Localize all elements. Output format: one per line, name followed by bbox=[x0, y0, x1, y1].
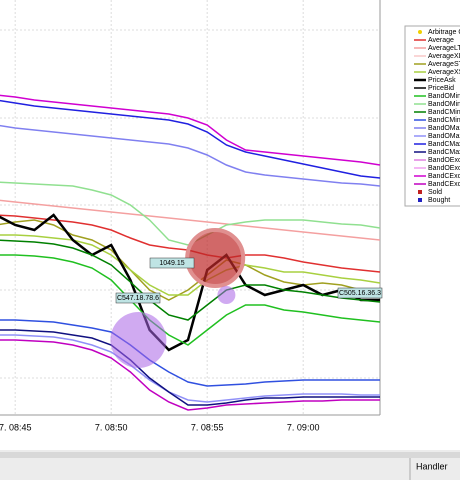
legend-label: AverageXS bbox=[428, 69, 460, 76]
series-line bbox=[0, 329, 380, 406]
legend-label: Arbitrage O bbox=[428, 29, 460, 36]
series-line bbox=[0, 239, 381, 321]
annotation: C505.16.36.3 bbox=[339, 290, 381, 297]
x-tick-label: 7. 08:50 bbox=[95, 422, 128, 432]
legend-label: BandOExcT bbox=[428, 157, 460, 164]
legend-label: PriceBid bbox=[428, 85, 454, 92]
legend-label: BandOMinE bbox=[428, 101, 460, 108]
series-line bbox=[0, 319, 380, 387]
legend-label: Average bbox=[428, 37, 454, 44]
series-line bbox=[0, 199, 381, 241]
series-line bbox=[0, 124, 381, 187]
legend-label: BandOExcE bbox=[428, 165, 460, 172]
legend-label: AverageXL bbox=[428, 53, 460, 60]
scrollbar bbox=[0, 452, 460, 458]
legend-label: BandCMinE bbox=[428, 117, 460, 124]
series-line bbox=[0, 94, 381, 166]
legend-label: BandCExcT bbox=[428, 173, 460, 180]
x-tick-label: 7. 08:55 bbox=[191, 422, 224, 432]
legend-label: BandCMaxT bbox=[428, 141, 460, 148]
legend-label: BandCMinT bbox=[428, 109, 460, 116]
series-line bbox=[0, 213, 380, 352]
legend-swatch bbox=[418, 198, 422, 202]
plot: 7. 08:45 7. 08:50 7. 08:55 7. 09:00 1049.15 C… bbox=[0, 0, 383, 432]
x-tick-label: 7. 08:45 bbox=[0, 422, 31, 432]
legend-swatch bbox=[418, 30, 422, 34]
legend-label: BandCMaxE bbox=[428, 149, 460, 156]
series-line bbox=[0, 219, 380, 301]
annotation: 1049.15 bbox=[159, 260, 184, 267]
annotation-box bbox=[337, 287, 383, 299]
legend-label: Bought bbox=[428, 197, 450, 204]
trade-marker bbox=[185, 228, 246, 288]
series-line bbox=[0, 181, 381, 246]
trade-marker bbox=[217, 286, 236, 304]
legend-label: Sold bbox=[428, 189, 442, 196]
legend-label: BandOMinT bbox=[428, 93, 460, 100]
legend-label: PriceAsk bbox=[428, 77, 456, 84]
legend-label: AverageST bbox=[428, 61, 460, 68]
trade-marker bbox=[110, 312, 167, 368]
legend-label: AverageLT bbox=[428, 45, 460, 52]
series-line bbox=[0, 334, 380, 403]
annotation-box bbox=[115, 292, 161, 304]
series-line bbox=[0, 254, 381, 346]
legend-swatch bbox=[418, 190, 422, 194]
series-line bbox=[0, 99, 381, 179]
legend-label: BandCExcE bbox=[428, 181, 460, 188]
series-line bbox=[0, 339, 380, 411]
series-line bbox=[0, 234, 381, 296]
annotation-box bbox=[149, 257, 195, 269]
legend-label: BandOMaxE bbox=[428, 133, 460, 140]
legend-label: BandOMaxT bbox=[428, 125, 460, 132]
panel-header: Handler bbox=[416, 461, 448, 471]
legend: Arbitrage OAverageAverageLTAverageXLAver… bbox=[414, 29, 460, 204]
annotation: C547.18.78.6 bbox=[117, 295, 159, 302]
x-tick-label: 7. 09:00 bbox=[287, 422, 320, 432]
